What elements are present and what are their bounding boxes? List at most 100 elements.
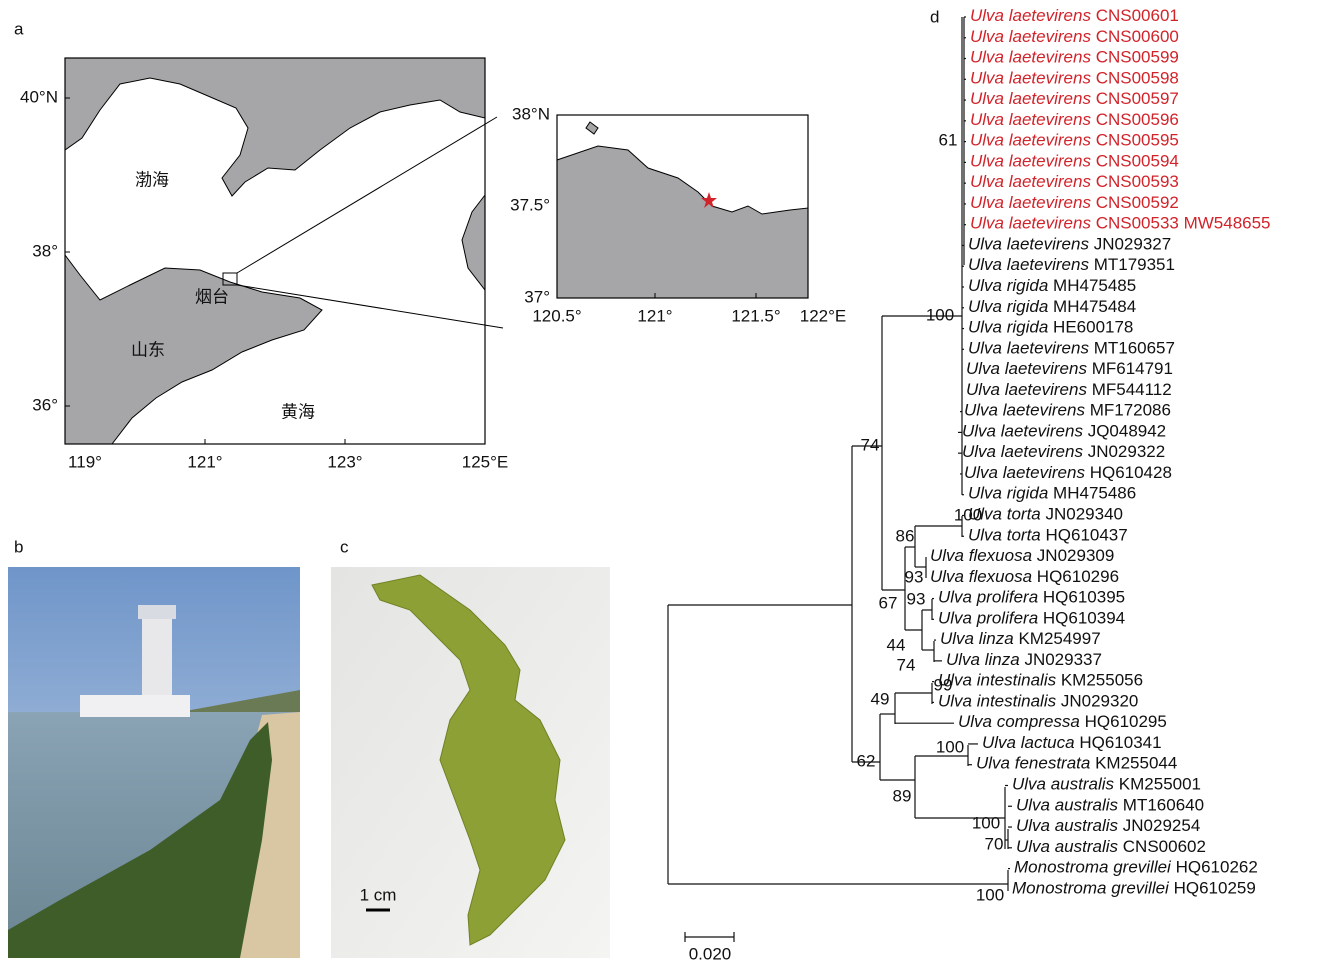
accession: HQ610295 [1085,713,1167,732]
species: Ulva linza [940,630,1014,649]
inset-map [557,115,808,298]
panel-label: a [14,19,24,38]
species: Ulva rigida [968,276,1048,295]
leaf-label: Ulva australis CNS00602 [1016,837,1206,856]
accession: KM254997 [1018,630,1100,649]
leaf-label: Ulva australis KM255001 [1012,775,1201,794]
species: Ulva laetevirens [970,193,1091,212]
lon-label: 125°E [462,452,509,471]
accession: CNS00598 [1096,69,1179,88]
bootstrap: 74 [897,655,916,674]
bootstrap: 44 [887,635,906,654]
species: Ulva prolifera [938,588,1038,607]
lon-label: 121° [637,306,672,325]
bootstrap: 99 [934,675,953,694]
lat-label: 38° [32,241,58,260]
leaf-label: Ulva australis JN029254 [1016,817,1200,836]
species: Ulva laetevirens [970,131,1091,150]
bootstrap: 86 [896,526,915,545]
species: Monostroma grevillei [1012,879,1170,898]
leaf-label: Ulva intestinalis KM255056 [938,671,1143,690]
species: Ulva laetevirens [962,422,1083,441]
species: Ulva australis [1016,796,1119,815]
leaf-label: Ulva laetevirens HQ610428 [964,463,1172,482]
accession: MT179351 [1094,256,1175,275]
leaf-label: Ulva laetevirens CNS00597 [970,90,1179,109]
leaf-label: Ulva torta JN029340 [968,505,1123,524]
accession: HQ610437 [1045,526,1127,545]
species: Ulva laetevirens [970,152,1091,171]
species: Ulva laetevirens [970,110,1091,129]
leaf-label: Ulva laetevirens CNS00601 [970,6,1179,25]
leaf-label: Ulva rigida MH475486 [968,484,1136,503]
species: Ulva australis [1016,817,1119,836]
lat-label: 37° [524,287,550,306]
species: Ulva torta [968,526,1041,545]
lon-label: 120.5° [532,306,581,325]
leaf-label: Ulva lactuca HQ610341 [982,733,1162,752]
species: Ulva lactuca [982,733,1075,752]
place-label: 黄海 [281,402,315,421]
photo-beach [8,567,300,958]
leaf-label: Ulva laetevirens CNS00594 [970,152,1179,171]
lon-label: 122°E [800,306,847,325]
leaf-label: Monostroma grevillei HQ610259 [1012,879,1256,898]
leaf-label: Ulva australis MT160640 [1016,796,1204,815]
bootstrap: 93 [905,567,924,586]
species: Ulva rigida [968,318,1048,337]
bootstrap: 93 [907,589,926,608]
bootstrap: 89 [893,786,912,805]
species: Ulva prolifera [938,609,1038,628]
species: Ulva rigida [968,484,1048,503]
accession: CNS00533 MW548655 [1096,214,1271,233]
accession: CNS00600 [1096,27,1179,46]
leaf-label: Ulva laetevirens CNS00598 [970,69,1179,88]
accession: KM255056 [1061,671,1143,690]
leaf-label: Ulva laetevirens CNS00596 [970,110,1179,129]
accession: HQ610341 [1079,733,1161,752]
accession: CNS00602 [1123,837,1206,856]
accession: HQ610259 [1174,879,1256,898]
species: Ulva laetevirens [968,256,1089,275]
accession: HE600178 [1053,318,1133,337]
bootstrap: 70 [985,834,1004,853]
leaf-label: Ulva rigida MH475484 [968,297,1136,316]
place-label: 烟台 [195,287,229,306]
species: Ulva laetevirens [970,214,1091,233]
species: Ulva laetevirens [968,235,1089,254]
lon-label: 121° [187,452,222,471]
species: Ulva laetevirens [970,6,1091,25]
accession: JN029309 [1037,547,1115,566]
leaf-label: Ulva laetevirens MT179351 [968,256,1175,275]
accession: CNS00594 [1096,152,1179,171]
leaf-label: Ulva laetevirens CNS00599 [970,48,1179,67]
accession: JQ048942 [1088,422,1166,441]
bootstrap: 100 [954,505,982,524]
accession: KM255044 [1095,754,1177,773]
leaf-label: Ulva rigida MH475485 [968,276,1136,295]
lon-label: 123° [327,452,362,471]
bootstrap: 100 [976,885,1004,904]
species: Ulva flexuosa [930,547,1032,566]
place-label: 渤海 [135,170,169,189]
accession: MH475485 [1053,276,1136,295]
accession: JN029340 [1045,505,1123,524]
leaf-label: Ulva laetevirens MF172086 [964,401,1171,420]
species: Ulva laetevirens [970,173,1091,192]
species: Ulva laetevirens [966,360,1087,379]
species: Ulva compressa [958,713,1080,732]
leaf-label: Ulva laetevirens JN029327 [968,235,1171,254]
accession: CNS00596 [1096,110,1179,129]
accession: MT160640 [1123,796,1204,815]
accession: JN029320 [1061,692,1139,711]
species: Ulva rigida [968,297,1048,316]
figure: Ulva laetevirens CNS00601Ulva laeteviren… [0,0,1336,964]
accession: MH475486 [1053,484,1136,503]
lon-label: 121.5° [731,306,780,325]
species: Ulva laetevirens [968,339,1089,358]
lat-label: 37.5° [510,195,550,214]
bootstrap: 100 [936,737,964,756]
bootstrap: 62 [857,751,876,770]
leaf-label: Ulva laetevirens CNS00600 [970,27,1179,46]
species: Ulva intestinalis [938,671,1057,690]
